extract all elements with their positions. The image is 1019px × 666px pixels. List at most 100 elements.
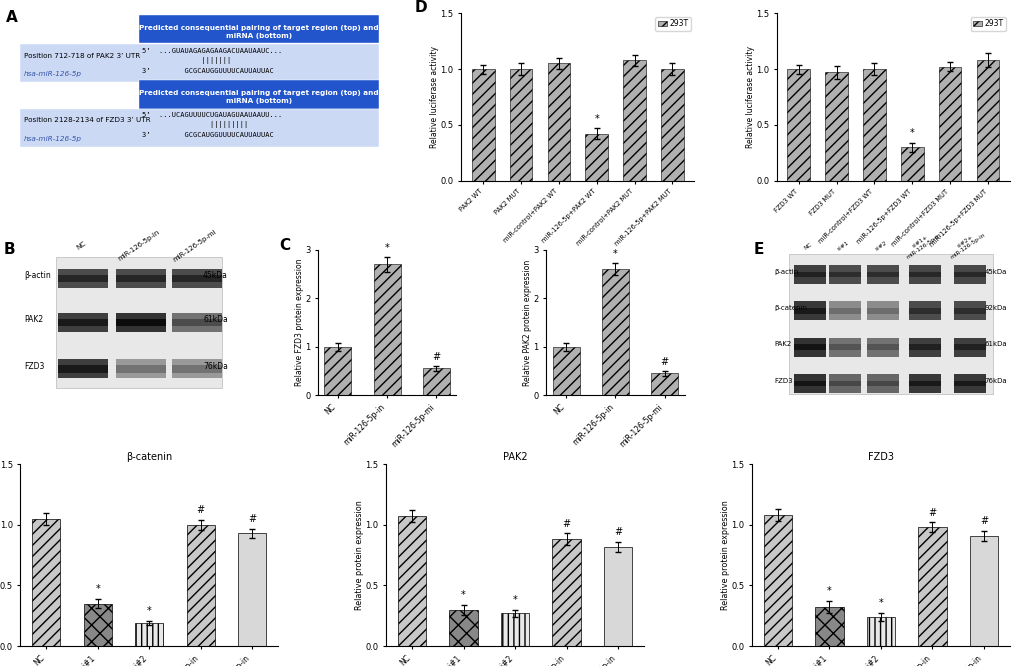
FancyBboxPatch shape — [866, 265, 898, 284]
Text: 92kDa: 92kDa — [984, 305, 1007, 311]
Bar — [814, 607, 843, 646]
FancyBboxPatch shape — [20, 44, 378, 82]
FancyBboxPatch shape — [116, 269, 165, 288]
Title: β-catenin: β-catenin — [126, 452, 172, 462]
Bar — [900, 147, 922, 180]
FancyBboxPatch shape — [793, 265, 825, 284]
FancyBboxPatch shape — [866, 344, 898, 350]
FancyBboxPatch shape — [953, 265, 984, 284]
Bar — [135, 623, 163, 646]
FancyBboxPatch shape — [116, 319, 165, 326]
Bar — [373, 264, 400, 395]
Bar — [449, 609, 477, 646]
FancyBboxPatch shape — [953, 308, 984, 314]
FancyBboxPatch shape — [793, 308, 825, 314]
FancyBboxPatch shape — [828, 301, 860, 320]
FancyBboxPatch shape — [908, 272, 941, 277]
Bar — [975, 60, 999, 180]
FancyBboxPatch shape — [793, 344, 825, 350]
Text: NC: NC — [803, 242, 812, 250]
FancyBboxPatch shape — [172, 319, 221, 326]
FancyBboxPatch shape — [793, 301, 825, 320]
FancyBboxPatch shape — [139, 15, 378, 43]
Text: *: * — [513, 595, 517, 605]
FancyBboxPatch shape — [56, 257, 221, 388]
FancyBboxPatch shape — [953, 374, 984, 393]
Text: #: # — [613, 527, 622, 537]
Text: Position 712-718 of PAK2 3’ UTR: Position 712-718 of PAK2 3’ UTR — [24, 53, 140, 59]
FancyBboxPatch shape — [58, 269, 107, 288]
Legend: 293T: 293T — [970, 17, 1005, 31]
Text: #: # — [927, 507, 935, 517]
Bar — [237, 533, 266, 646]
Text: 3’        GCGCAUGGUUUUCAUUAUUAC: 3’ GCGCAUGGUUUUCAUUAUUAC — [142, 131, 274, 138]
FancyBboxPatch shape — [788, 254, 993, 394]
Text: C: C — [279, 238, 290, 253]
FancyBboxPatch shape — [866, 380, 898, 386]
Y-axis label: Relative PAK2 protein expression: Relative PAK2 protein expression — [523, 259, 531, 386]
Text: PAK2: PAK2 — [24, 315, 44, 324]
FancyBboxPatch shape — [908, 338, 941, 356]
Bar — [787, 69, 809, 180]
Text: #: # — [432, 352, 440, 362]
FancyBboxPatch shape — [828, 338, 860, 356]
Text: #: # — [561, 519, 570, 529]
FancyBboxPatch shape — [172, 275, 221, 282]
Text: 5’  ...GUAUAGAGAGAAGACUAAUAAUC...: 5’ ...GUAUAGAGAGAAGACUAAUAAUC... — [142, 48, 282, 54]
Text: hsa-miR-126-5p: hsa-miR-126-5p — [24, 136, 82, 142]
FancyBboxPatch shape — [828, 374, 860, 393]
Text: Predicted consequential pairing of target region (top) and: Predicted consequential pairing of targe… — [139, 90, 378, 96]
Text: NC: NC — [75, 240, 87, 251]
Bar — [32, 519, 60, 646]
Y-axis label: Relative protein expression: Relative protein expression — [355, 500, 364, 610]
FancyBboxPatch shape — [908, 301, 941, 320]
Text: FZD3: FZD3 — [773, 378, 793, 384]
Title: FZD3: FZD3 — [867, 452, 893, 462]
Text: *: * — [594, 114, 598, 124]
Text: *: * — [877, 599, 882, 609]
Text: hsa-miR-126-5p: hsa-miR-126-5p — [24, 71, 82, 77]
Text: *: * — [96, 584, 100, 594]
Text: miR-126-5p-in: miR-126-5p-in — [117, 229, 161, 262]
FancyBboxPatch shape — [172, 365, 221, 372]
Text: Position 2128-2134 of FZD3 3’ UTR: Position 2128-2134 of FZD3 3’ UTR — [24, 117, 151, 123]
Bar — [397, 516, 426, 646]
Text: miR-126-5p-mi: miR-126-5p-mi — [172, 228, 218, 263]
FancyBboxPatch shape — [172, 269, 221, 288]
Bar — [862, 69, 884, 180]
FancyBboxPatch shape — [953, 380, 984, 386]
FancyBboxPatch shape — [908, 344, 941, 350]
FancyBboxPatch shape — [793, 380, 825, 386]
FancyBboxPatch shape — [828, 380, 860, 386]
Text: si#1+
miR-126-5p-in: si#1+ miR-126-5p-in — [901, 228, 942, 260]
Text: 45kDa: 45kDa — [203, 271, 227, 280]
FancyBboxPatch shape — [866, 308, 898, 314]
FancyBboxPatch shape — [139, 80, 378, 109]
Bar — [763, 515, 792, 646]
Text: si#2+
miR-126-5p-in: si#2+ miR-126-5p-in — [946, 228, 985, 260]
Text: β-catenin: β-catenin — [773, 305, 807, 311]
Text: Predicted consequential pairing of target region (top) and: Predicted consequential pairing of targe… — [139, 25, 378, 31]
FancyBboxPatch shape — [908, 374, 941, 393]
FancyBboxPatch shape — [116, 360, 165, 378]
FancyBboxPatch shape — [58, 365, 107, 372]
Bar — [866, 617, 895, 646]
FancyBboxPatch shape — [116, 275, 165, 282]
FancyBboxPatch shape — [953, 344, 984, 350]
Bar — [324, 346, 351, 395]
Text: miRNA (bottom): miRNA (bottom) — [225, 33, 291, 39]
Text: 3’        GCGCAUGGUUUUCAUUAUUAC: 3’ GCGCAUGGUUUUCAUUAUUAC — [142, 68, 274, 74]
Bar — [186, 525, 215, 646]
Bar — [585, 134, 607, 180]
Text: #: # — [660, 357, 668, 367]
Text: #: # — [979, 516, 987, 526]
Text: *: * — [147, 606, 152, 616]
Bar — [552, 539, 580, 646]
FancyBboxPatch shape — [828, 265, 860, 284]
FancyBboxPatch shape — [793, 272, 825, 277]
Bar — [917, 527, 946, 646]
FancyBboxPatch shape — [172, 313, 221, 332]
Y-axis label: Relative luciferase activity: Relative luciferase activity — [430, 46, 439, 148]
FancyBboxPatch shape — [908, 380, 941, 386]
Bar — [969, 535, 998, 646]
